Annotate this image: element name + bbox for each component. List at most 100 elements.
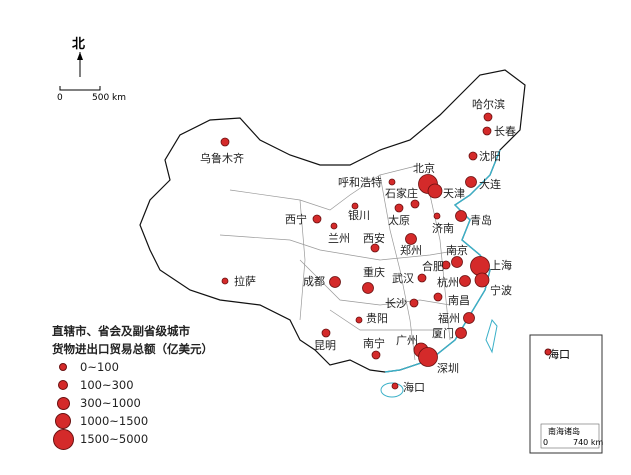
city-marker [455,210,467,222]
city-marker [483,112,493,122]
city-label: 青岛 [470,213,492,227]
city-marker [451,256,463,268]
city-marker [463,312,475,324]
city-marker [355,316,363,324]
city-label: 北京 [413,161,435,175]
city-label: 长春 [494,125,516,138]
legend-item: 100~300 [52,376,213,394]
scale-bar: 0 500 km [57,86,126,103]
legend-label: 1500~5000 [80,432,149,446]
city-marker [433,212,441,220]
legend-label: 300~1000 [80,396,141,410]
city-marker [221,277,229,285]
svg-text:740 km: 740 km [573,438,603,447]
city-marker [433,292,443,302]
city-label: 合肥 [422,259,444,273]
city-marker [410,199,420,209]
city-marker [321,328,331,338]
city-marker [470,256,490,276]
svg-text:0: 0 [57,93,63,103]
legend-symbol [56,396,70,410]
city-label: 厦门 [432,326,454,340]
north-arrow: 北 [72,37,85,77]
city-label: 兰州 [328,232,350,245]
city-label: 天津 [443,187,465,200]
city-marker [409,298,419,308]
city-marker [441,260,451,270]
city-label: 上海 [490,258,512,272]
city-marker [391,382,399,390]
svg-text:海口: 海口 [548,347,570,361]
city-label: 广州 [396,334,418,347]
city-marker [474,272,490,288]
city-label: 贵阳 [366,312,388,325]
city-marker [465,176,477,188]
city-label: 南京 [446,243,468,257]
city-label: 大连 [479,177,501,191]
city-label: 杭州 [437,275,459,289]
city-marker [370,243,380,253]
svg-text:500 km: 500 km [92,93,126,103]
city-marker [468,151,478,161]
city-label: 济南 [432,221,454,235]
city-label: 宁波 [490,283,512,297]
city-marker [418,347,438,367]
city-marker [362,282,374,294]
legend-label: 100~300 [80,378,134,392]
city-marker [455,327,467,339]
city-label: 长沙 [385,297,407,310]
city-marker [371,350,381,360]
legend-title-line2: 货物进出口贸易总额（亿美元） [52,342,213,356]
legend-item: 300~1000 [52,394,213,412]
city-marker [459,275,471,287]
city-label: 重庆 [363,265,385,279]
legend-item: 1000~1500 [52,412,213,430]
legend-label: 0~100 [80,360,119,374]
inset-south-china-sea: 海口 南海诸岛 0 740 km [529,334,603,454]
legend-symbol [52,428,74,450]
city-label: 武汉 [392,272,414,285]
city-label: 南昌 [448,294,470,307]
city-label: 太原 [388,214,410,227]
legend-symbol [55,413,71,429]
legend-title-line1: 直辖市、省会及副省级城市 [52,324,190,338]
city-label: 成都 [303,275,325,288]
city-label: 沈阳 [479,149,501,163]
city-label: 哈尔滨 [472,97,505,111]
svg-text:南海诸岛: 南海诸岛 [548,426,580,436]
city-marker [312,214,322,224]
city-label: 深圳 [437,362,459,375]
city-marker [405,233,417,245]
city-label: 南宁 [363,336,385,350]
legend-item: 0~100 [52,358,213,376]
city-label: 呼和浩特 [338,175,382,189]
taiwan-island [485,318,498,354]
city-label: 银川 [348,208,370,222]
city-marker [482,126,492,136]
city-label: 昆明 [314,339,336,352]
legend-label: 1000~1500 [80,414,149,428]
city-marker [417,273,427,283]
city-marker [351,202,359,210]
city-label: 西宁 [285,212,307,226]
city-label: 西安 [363,231,385,245]
city-label: 海口 [403,380,425,394]
city-marker [330,222,338,230]
city-label: 乌鲁木齐 [200,151,244,165]
city-marker [220,137,230,147]
legend-symbol [58,380,68,390]
legend-symbol [59,363,67,371]
city-label: 郑州 [400,243,422,257]
city-marker [329,276,341,288]
city-marker [394,203,404,213]
city-label: 福州 [438,311,460,325]
city-marker [388,178,396,186]
city-label: 拉萨 [234,274,256,288]
city-marker [427,183,443,199]
north-label: 北 [72,37,85,52]
legend-item: 1500~5000 [52,428,213,450]
city-label: 石家庄 [385,186,418,200]
